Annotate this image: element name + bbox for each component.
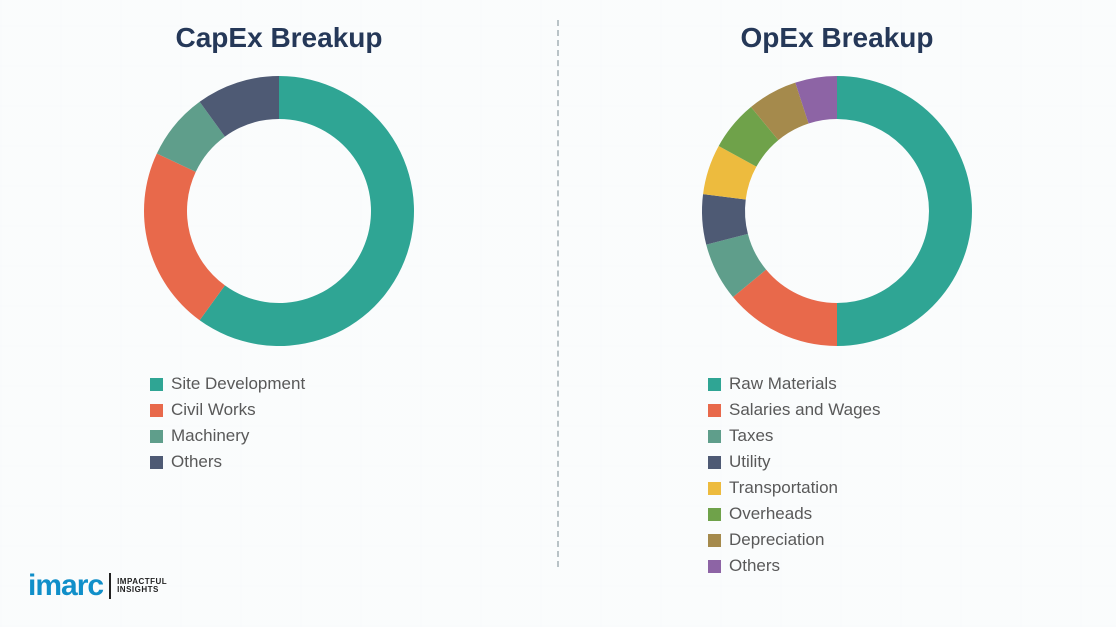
- legend-swatch: [150, 404, 163, 417]
- legend-item: Machinery: [150, 426, 305, 446]
- logo-separator: [109, 573, 111, 599]
- legend-item: Site Development: [150, 374, 305, 394]
- legend-swatch: [708, 560, 721, 573]
- legend-swatch: [150, 430, 163, 443]
- legend-swatch: [708, 534, 721, 547]
- legend-item: Others: [708, 556, 881, 576]
- capex-title: CapEx Breakup: [176, 22, 383, 54]
- legend-label: Overheads: [729, 504, 812, 524]
- opex-panel: OpEx Breakup Raw Materials Salaries and W…: [558, 0, 1116, 627]
- legend-swatch: [708, 378, 721, 391]
- opex-legend: Raw Materials Salaries and Wages Taxes Util…: [708, 374, 881, 582]
- logo-tag-line2: INSIGHTS: [117, 585, 159, 594]
- legend-item: Others: [150, 452, 305, 472]
- panel-divider: [557, 20, 559, 567]
- donut-slice: [837, 76, 972, 346]
- capex-donut-chart: [134, 66, 424, 356]
- legend-label: Depreciation: [729, 530, 824, 550]
- legend-swatch: [708, 456, 721, 469]
- legend-label: Machinery: [171, 426, 249, 446]
- legend-item: Raw Materials: [708, 374, 881, 394]
- legend-label: Site Development: [171, 374, 305, 394]
- charts-container: CapEx Breakup Site Development Civil Work…: [0, 0, 1116, 627]
- legend-swatch: [150, 456, 163, 469]
- opex-title: OpEx Breakup: [741, 22, 934, 54]
- legend-item: Transportation: [708, 478, 881, 498]
- brand-logo: imarc IMPACTFUL INSIGHTS: [28, 571, 167, 601]
- legend-item: Overheads: [708, 504, 881, 524]
- legend-label: Others: [729, 556, 780, 576]
- legend-swatch: [708, 430, 721, 443]
- legend-swatch: [708, 482, 721, 495]
- legend-swatch: [150, 378, 163, 391]
- donut-slice: [144, 154, 225, 321]
- legend-swatch: [708, 404, 721, 417]
- logo-mark: imarc: [28, 571, 103, 601]
- legend-item: Taxes: [708, 426, 881, 446]
- legend-item: Depreciation: [708, 530, 881, 550]
- legend-label: Raw Materials: [729, 374, 837, 394]
- capex-legend: Site Development Civil Works Machinery Othe…: [150, 374, 305, 478]
- legend-item: Utility: [708, 452, 881, 472]
- legend-item: Civil Works: [150, 400, 305, 420]
- legend-swatch: [708, 508, 721, 521]
- legend-item: Salaries and Wages: [708, 400, 881, 420]
- opex-donut-chart: [692, 66, 982, 356]
- legend-label: Taxes: [729, 426, 773, 446]
- logo-tagline: IMPACTFUL INSIGHTS: [117, 578, 167, 595]
- legend-label: Transportation: [729, 478, 838, 498]
- legend-label: Salaries and Wages: [729, 400, 881, 420]
- legend-label: Civil Works: [171, 400, 256, 420]
- legend-label: Utility: [729, 452, 771, 472]
- capex-donut-svg: [134, 66, 424, 356]
- legend-label: Others: [171, 452, 222, 472]
- capex-panel: CapEx Breakup Site Development Civil Work…: [0, 0, 558, 627]
- opex-donut-svg: [692, 66, 982, 356]
